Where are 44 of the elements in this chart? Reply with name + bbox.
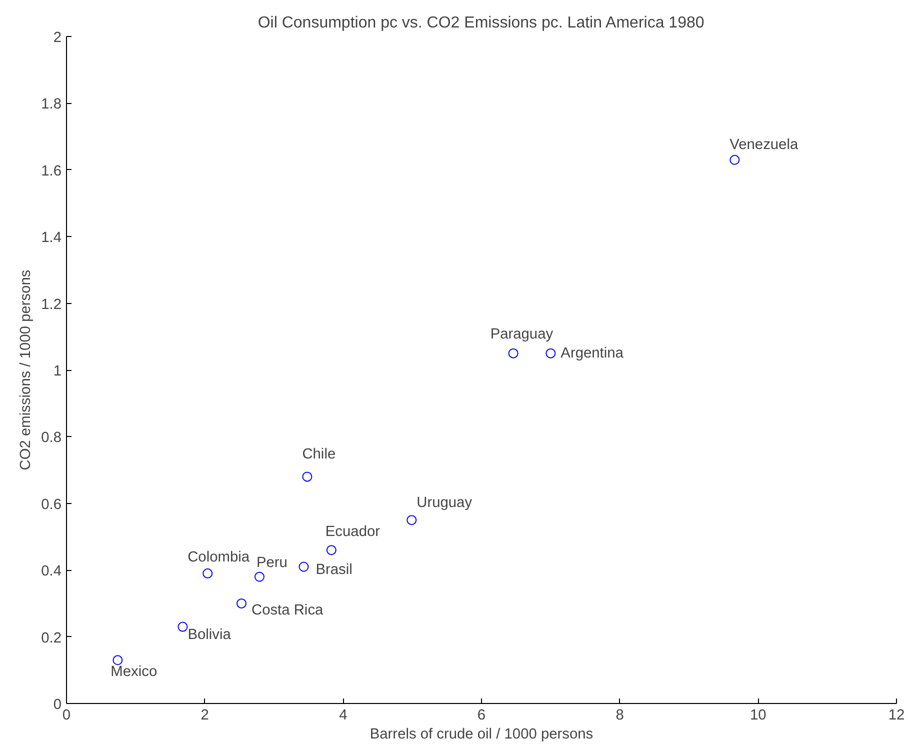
x-axis-title: Barrels of crude oil / 1000 persons <box>370 726 594 742</box>
y-tick-label: 0.2 <box>41 630 62 646</box>
point <box>406 515 417 526</box>
y-axis-title: CO2 emissions / 1000 persons <box>18 270 34 470</box>
annotation: Venezuela <box>730 136 799 153</box>
y-tick-label: 0.8 <box>41 430 62 446</box>
point <box>298 562 309 572</box>
y-tick-label: 0 <box>53 697 62 713</box>
x-tick-label: 6 <box>477 708 486 724</box>
point <box>508 348 518 358</box>
y-tick-label: 0.4 <box>41 564 62 580</box>
annotation: Argentina <box>560 345 624 362</box>
annotation: Bolivia <box>188 626 232 643</box>
x-tick-label: 8 <box>616 708 624 724</box>
annotation: Chile <box>302 446 336 463</box>
annotation: Brasil <box>316 562 352 578</box>
y-tick-label: 1.2 <box>41 296 62 313</box>
annotation: Colombia <box>188 549 250 566</box>
y-tick-label: 0.6 <box>41 496 62 513</box>
chart-title: Oil Consumption pc vs. CO2 Emissions pc. Latin America 1980 <box>258 14 704 32</box>
y-tick-label: 2 <box>53 30 62 46</box>
y-tick-label: 1.4 <box>41 230 62 246</box>
annotation: Paraguay <box>490 326 554 342</box>
x-tick-label: 2 <box>200 708 209 724</box>
y-tick-label: 1 <box>53 364 62 380</box>
point <box>202 568 213 578</box>
point <box>254 572 264 582</box>
annotation: Costa Rica <box>251 602 324 618</box>
y-tick-label: 1.6 <box>41 163 62 180</box>
point <box>546 348 556 358</box>
point <box>730 154 740 165</box>
annotation: Uruguay <box>416 495 473 512</box>
annotation: Peru <box>256 554 288 571</box>
point <box>178 622 188 632</box>
point <box>326 545 336 556</box>
point <box>112 655 123 666</box>
annotation: Mexico <box>110 664 158 680</box>
y-tick-label: 1.8 <box>41 96 62 113</box>
annotation: Ecuador <box>325 524 380 540</box>
point <box>302 472 312 482</box>
x-tick-label: 12 <box>888 708 905 724</box>
x-tick-label: 4 <box>339 708 348 724</box>
x-tick-label: 10 <box>750 708 766 724</box>
point <box>236 598 246 608</box>
